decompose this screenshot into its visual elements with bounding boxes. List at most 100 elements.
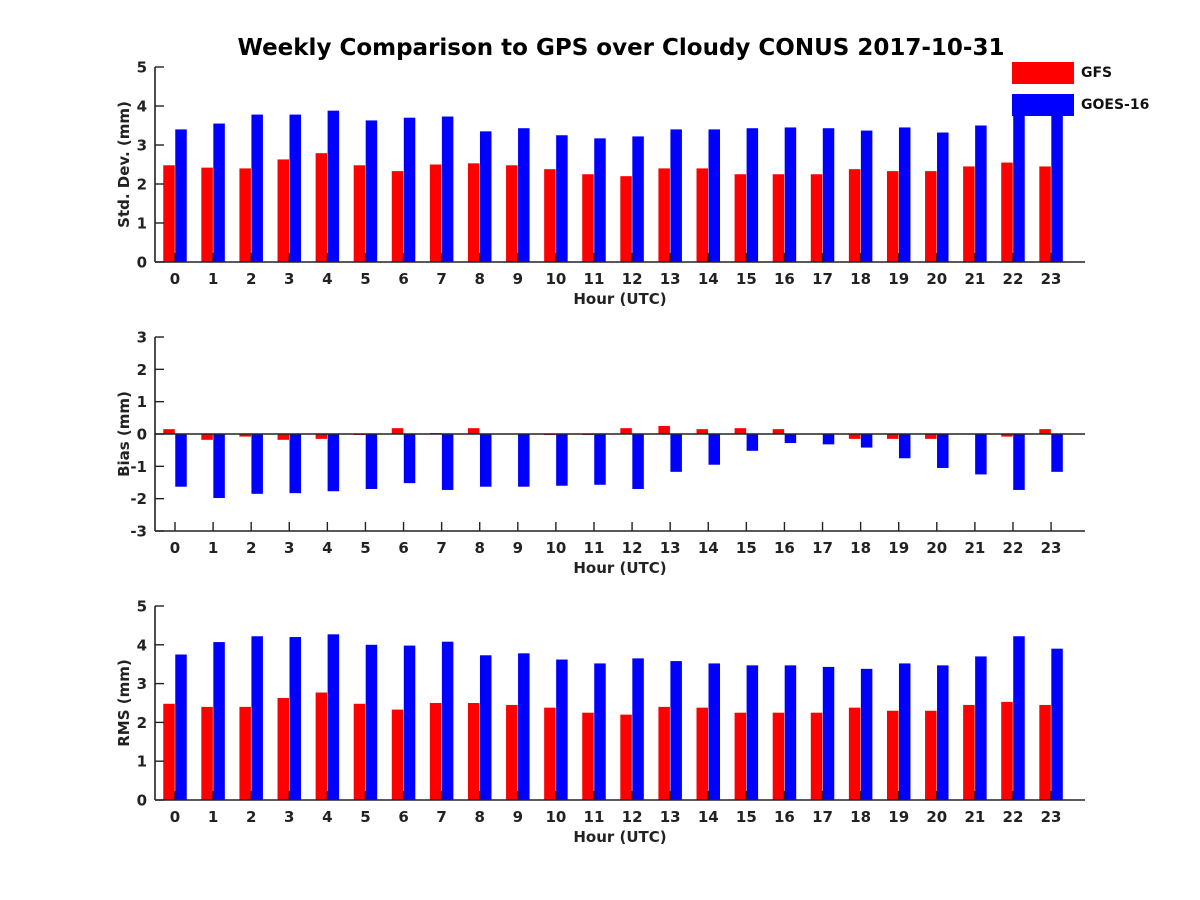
x-tick-label: 0 [170, 539, 180, 557]
x-tick-label: 6 [398, 539, 408, 557]
x-tick-label: 3 [284, 270, 294, 288]
x-tick-label: 14 [698, 539, 719, 557]
x-tick-label: 4 [322, 808, 332, 826]
bar-goes16-hour-1 [213, 642, 225, 800]
y-tick-label: 5 [137, 598, 147, 616]
y-tick-label: 4 [137, 98, 147, 116]
bar-goes16-hour-19 [898, 127, 911, 262]
bar-goes16-hour-18 [860, 668, 873, 800]
bar-goes16-hour-14 [708, 129, 721, 262]
bar-goes16-hour-23 [1051, 434, 1063, 472]
x-tick-label: 8 [475, 539, 485, 557]
x-tick-label: 16 [774, 539, 795, 557]
bar-goes16-hour-10 [556, 434, 568, 486]
x-tick-label: 5 [360, 539, 370, 557]
legend: GFS GOES-16 [1012, 62, 1172, 126]
bar-goes16-hour-16 [784, 665, 797, 800]
legend-label-goes16: GOES-16 [1081, 97, 1150, 113]
bar-goes16-hour-5 [365, 120, 378, 263]
bar-gfs-hour-18 [848, 434, 861, 439]
bar-gfs-hour-2 [239, 706, 251, 800]
legend-item-goes16: GOES-16 [1012, 94, 1172, 126]
x-tick-label: 12 [622, 808, 643, 826]
bar-gfs-hour-20 [925, 710, 937, 800]
bar-goes16-hour-5 [365, 434, 378, 489]
bar-goes16-hour-21 [975, 434, 987, 475]
x-tick-label: 23 [1041, 808, 1062, 826]
y-tick-label: 2 [137, 714, 147, 732]
bar-goes16-hour-4 [327, 634, 340, 800]
bar-gfs-hour-18 [848, 169, 861, 262]
x-tick-label: 15 [736, 270, 757, 288]
bar-gfs-hour-3 [277, 159, 290, 262]
bar-gfs-hour-16 [772, 174, 785, 262]
x-tick-label: 7 [436, 270, 446, 288]
bar-gfs-hour-15 [734, 712, 747, 800]
x-tick-label: 12 [622, 539, 643, 557]
y-tick-label: 4 [137, 636, 147, 654]
bar-gfs-hour-18 [848, 707, 861, 800]
x-tick-label: 12 [622, 270, 643, 288]
bar-gfs-hour-23 [1039, 166, 1051, 262]
x-tick-label: 21 [964, 270, 985, 288]
x-tick-label: 22 [1003, 808, 1024, 826]
bar-goes16-hour-22 [1013, 434, 1025, 490]
x-tick-label: 16 [774, 808, 795, 826]
y-tick-label: 1 [137, 215, 147, 233]
legend-swatch-goes16 [1012, 94, 1074, 116]
bar-goes16-hour-6 [403, 434, 416, 484]
x-tick-label: 6 [398, 808, 408, 826]
bar-goes16-hour-5 [365, 644, 378, 800]
bar-goes16-hour-20 [937, 434, 949, 468]
legend-swatch-gfs [1012, 62, 1074, 84]
bar-goes16-hour-15 [746, 665, 759, 800]
legend-item-gfs: GFS [1012, 62, 1172, 94]
bar-goes16-hour-7 [441, 434, 454, 490]
bar-gfs-hour-20 [925, 434, 937, 439]
bar-gfs-hour-20 [925, 171, 937, 262]
bar-goes16-hour-0 [175, 129, 187, 262]
bar-goes16-hour-21 [975, 125, 987, 262]
bar-goes16-hour-22 [1013, 112, 1025, 262]
bar-gfs-hour-11 [582, 712, 594, 800]
bar-goes16-hour-23 [1051, 111, 1063, 262]
bar-goes16-hour-20 [937, 665, 949, 800]
x-tick-label: 20 [926, 270, 947, 288]
bar-gfs-hour-9 [506, 165, 518, 262]
bar-gfs-hour-19 [886, 171, 899, 262]
x-tick-label: 5 [360, 270, 370, 288]
x-tick-label: 5 [360, 808, 370, 826]
bar-gfs-hour-4 [315, 153, 328, 262]
bar-goes16-hour-3 [289, 114, 302, 262]
x-tick-label: 2 [246, 270, 256, 288]
x-tick-label: 11 [584, 808, 605, 826]
bar-goes16-hour-2 [251, 434, 263, 494]
legend-label-gfs: GFS [1081, 65, 1113, 81]
x-tick-label: 3 [284, 808, 294, 826]
x-tick-label: 13 [660, 270, 681, 288]
bar-gfs-hour-0 [163, 429, 175, 434]
bar-goes16-hour-21 [975, 656, 987, 800]
bar-gfs-hour-14 [696, 168, 709, 262]
y-tick-label: -1 [130, 458, 147, 476]
y-tick-label: 3 [137, 137, 147, 155]
x-tick-label: 11 [584, 539, 605, 557]
y-tick-label: 3 [137, 675, 147, 693]
bar-gfs-hour-23 [1039, 429, 1051, 434]
bar-goes16-hour-0 [175, 654, 187, 800]
y-tick-label: 5 [137, 59, 147, 77]
bar-goes16-hour-1 [213, 123, 225, 262]
chart-title: Weekly Comparison to GPS over Cloudy CON… [238, 35, 1005, 61]
bar-gfs-hour-19 [886, 434, 899, 439]
x-tick-label: 8 [475, 270, 485, 288]
x-tick-label: 17 [812, 808, 833, 826]
bar-goes16-hour-10 [556, 659, 568, 800]
bar-gfs-hour-11 [582, 174, 594, 262]
bar-goes16-hour-19 [898, 434, 911, 459]
bar-gfs-hour-16 [772, 712, 785, 800]
bar-goes16-hour-3 [289, 637, 302, 800]
bar-gfs-hour-7 [429, 164, 442, 262]
y-tick-label: 3 [137, 329, 147, 347]
x-tick-label: 23 [1041, 539, 1062, 557]
